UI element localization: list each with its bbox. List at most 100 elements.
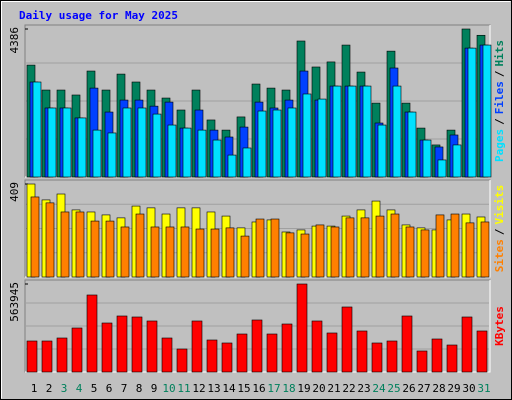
bar [131,316,143,373]
bar [465,222,475,278]
bar [476,330,488,373]
legend-entry: Files [493,81,506,114]
legend: Pages / Files / Hits [493,40,506,162]
x-tick-label: 14 [222,382,236,395]
bar [165,226,175,278]
bar [461,316,473,373]
bar [285,232,295,278]
x-tick-label: 27 [417,382,430,395]
bar [176,348,188,373]
bar [332,85,342,178]
bar [195,228,205,278]
bar [210,228,220,278]
y-max-label: 563945 [8,282,21,322]
bar [300,233,310,278]
bar [386,340,398,373]
x-tick-label: 25 [387,382,400,395]
bar [330,226,340,278]
bar [371,342,383,373]
x-tick-label: 12 [192,382,205,395]
bar [326,332,338,373]
bar [212,139,222,178]
bar [392,85,402,178]
bar [90,220,100,278]
bar [137,107,147,178]
x-tick-label: 24 [372,382,386,395]
bar [236,333,248,373]
bar [120,226,130,278]
bar [150,226,160,278]
bar [227,154,237,178]
y-max-label: 409 [8,182,21,202]
bar [242,147,252,178]
x-tick-label: 18 [282,382,295,395]
bar [71,327,83,373]
bar [467,47,477,178]
legend-entry: Visits [493,185,506,225]
bar [416,350,428,373]
bar [32,81,42,178]
x-tick-label: 29 [447,382,460,395]
y-max-label: 4386 [8,27,21,54]
bar [287,107,297,178]
legend-separator: / [493,70,506,77]
bar [92,129,102,178]
x-tick-label: 6 [106,382,113,395]
bar [255,218,265,278]
bar [60,211,70,278]
bar [482,44,492,178]
bar [281,323,293,373]
bar [390,213,400,278]
bar [435,214,445,278]
x-tick-label: 20 [312,382,325,395]
bar [315,224,325,278]
bar [302,93,312,178]
bar [375,215,385,278]
bar [452,144,462,178]
x-tick-label: 9 [151,382,158,395]
bar [420,229,430,278]
x-tick-label: 5 [91,382,98,395]
x-tick-label: 13 [207,382,220,395]
legend: KBytes [493,306,506,346]
bar [422,139,432,178]
legend-entry: Sites [493,239,506,272]
x-tick-label: 31 [477,382,490,395]
x-tick-label: 17 [267,382,280,395]
legend: Sites / Visits [493,185,506,273]
bar [41,340,53,373]
bar [206,339,218,373]
bar [77,117,87,178]
bar [47,107,57,178]
x-tick-label: 15 [237,382,250,395]
x-tick-label: 22 [342,382,355,395]
bar [317,98,327,178]
bar [152,113,162,178]
bar [62,107,72,178]
legend-entry: KBytes [493,306,506,346]
bar [180,226,190,278]
bar [45,202,55,278]
x-tick-label: 2 [46,382,53,395]
x-tick-label: 11 [177,382,190,395]
bar [401,315,413,373]
x-tick-label: 4 [76,382,83,395]
bar [122,107,132,178]
bar [26,340,38,373]
bar [221,342,233,373]
bar [30,196,40,278]
x-tick-label: 7 [121,382,128,395]
bar [270,218,280,278]
legend-separator: / [493,118,506,125]
bar [356,330,368,373]
bar [105,220,115,278]
x-tick-label: 16 [252,382,265,395]
bar [161,337,173,373]
bar [446,344,458,373]
x-tick-label: 10 [162,382,175,395]
bar [86,294,98,373]
bar [167,124,177,178]
bar [431,338,443,373]
x-tick-label: 8 [136,382,143,395]
